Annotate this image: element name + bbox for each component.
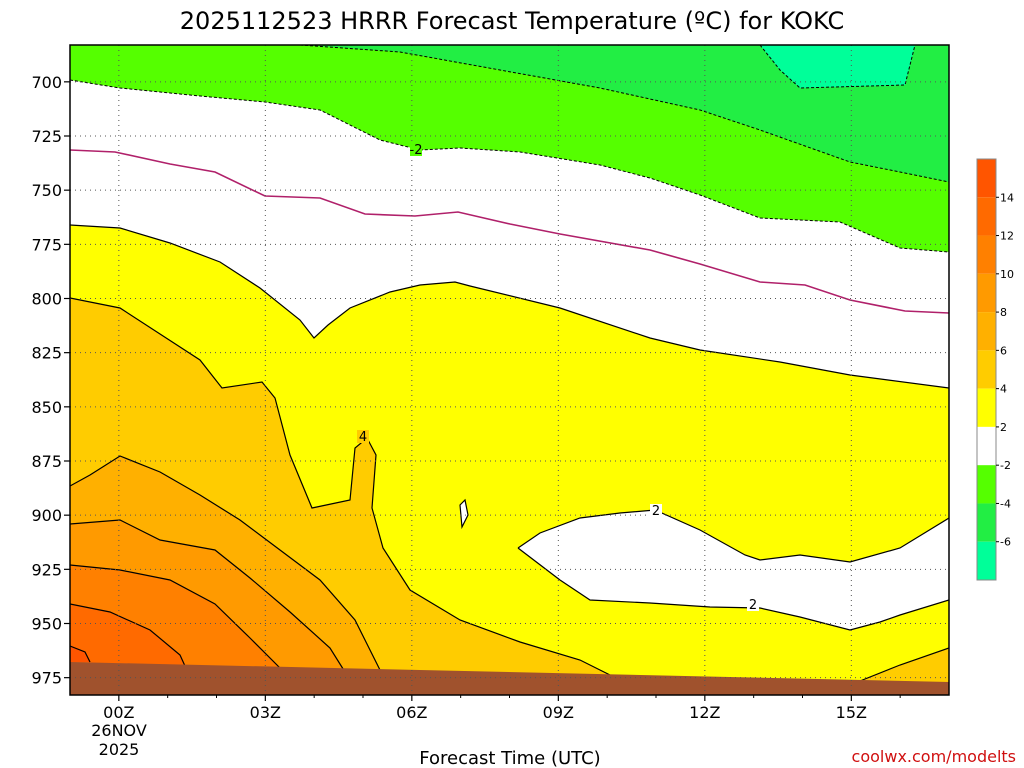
y-tick-label: 875 xyxy=(31,452,62,471)
colorbar-bin xyxy=(977,235,996,274)
colorbar-bin xyxy=(977,388,996,427)
x-tick-label: 06Z xyxy=(396,703,427,722)
grid xyxy=(70,45,949,695)
contour-line-dashed xyxy=(299,45,949,183)
colorbar-tick-label: -6 xyxy=(1000,536,1011,549)
colorbar-frame xyxy=(976,158,997,581)
plot-area xyxy=(70,45,949,695)
colorbar-tick-label: -2 xyxy=(1000,459,1011,472)
y-tick-label: 850 xyxy=(31,398,62,417)
contours-solid xyxy=(70,224,949,684)
colorbar-bin xyxy=(977,197,996,236)
colorbar-tick-label: 8 xyxy=(1000,306,1007,319)
contour-labels: -2 4 2 2 xyxy=(357,143,759,613)
contour-label: 4 xyxy=(359,430,367,445)
colorbar-bin xyxy=(977,541,996,580)
contour-line xyxy=(70,224,949,389)
x-axis: 00Z 03Z 06Z 09Z 12Z 15Z xyxy=(103,695,901,722)
y-tick-label: 825 xyxy=(31,344,62,363)
colorbar-bin xyxy=(977,503,996,542)
ground xyxy=(70,662,949,695)
contours-dashed xyxy=(70,45,949,253)
x-tick-label: 15Z xyxy=(836,703,867,722)
contour-label: 2 xyxy=(652,504,660,519)
y-tick-label: 900 xyxy=(31,506,62,525)
colorbar-bin xyxy=(977,312,996,351)
credit-link[interactable]: coolwx.com/modelts xyxy=(852,747,1016,766)
colorbar-tick-label: -4 xyxy=(1000,497,1011,510)
contour-label: 2 xyxy=(749,598,757,613)
colorbar-bin xyxy=(977,273,996,313)
x-axis-label: Forecast Time (UTC) xyxy=(419,748,600,768)
fill-white-lower xyxy=(518,510,949,630)
colorbar: 14 12 10 8 6 4 2 -2 -4 -6 xyxy=(976,158,1014,581)
y-axis: 700 725 750 775 800 825 850 875 900 925 950 975 xyxy=(31,73,70,688)
contour-line xyxy=(70,603,186,667)
colorbar-tick-label: 4 xyxy=(1000,383,1007,396)
colorbar-bin xyxy=(977,426,996,466)
y-tick-label: 700 xyxy=(31,73,62,92)
contour-line xyxy=(854,647,949,684)
contour-line xyxy=(517,509,949,563)
colorbar-tick-label: 2 xyxy=(1000,421,1007,434)
y-tick-label: 800 xyxy=(31,290,62,309)
colorbar-bin xyxy=(977,465,996,504)
contour-line xyxy=(70,645,91,663)
contour-line-dashed xyxy=(759,45,916,89)
contour-line xyxy=(559,579,949,631)
fill-12-to-14 xyxy=(70,604,185,666)
colorbar-bin xyxy=(977,350,996,389)
colorbar-bin xyxy=(977,159,996,198)
contour-line xyxy=(70,297,621,681)
colorbar-tick-label: 6 xyxy=(1000,344,1007,357)
fill-minus-4-to-minus-6 xyxy=(70,45,949,182)
y-tick-label: 750 xyxy=(31,181,62,200)
fill-minus-6-to-minus-8 xyxy=(760,45,915,88)
colorbar-tick-label: 10 xyxy=(1000,268,1014,281)
contour-line xyxy=(70,519,346,673)
contour-label: -2 xyxy=(410,143,423,158)
x-date-label-year: 2025 xyxy=(99,740,140,759)
x-tick-label: 12Z xyxy=(689,703,720,722)
y-tick-label: 725 xyxy=(31,127,62,146)
y-tick-label: 775 xyxy=(31,235,62,254)
zero-contour-line xyxy=(70,149,949,314)
y-tick-label: 925 xyxy=(31,560,62,579)
x-tick-label: 00Z xyxy=(103,703,134,722)
colorbar-tick-label: 14 xyxy=(1000,191,1014,204)
y-tick-label: 950 xyxy=(31,615,62,634)
contour-line xyxy=(517,547,561,581)
y-tick-label: 975 xyxy=(31,669,62,688)
x-date-label-day: 26NOV xyxy=(91,721,147,740)
fill-14-to-16 xyxy=(70,646,90,662)
colorbar-tick-label: 12 xyxy=(1000,230,1014,243)
contour-line-dashed xyxy=(70,79,949,253)
x-tick-label: 09Z xyxy=(543,703,574,722)
chart-title: 2025112523 HRRR Forecast Temperature (ºC… xyxy=(180,7,844,35)
contour-line xyxy=(459,498,469,530)
contour-line xyxy=(70,455,381,671)
x-tick-label: 03Z xyxy=(250,703,281,722)
contour-line xyxy=(70,564,281,669)
